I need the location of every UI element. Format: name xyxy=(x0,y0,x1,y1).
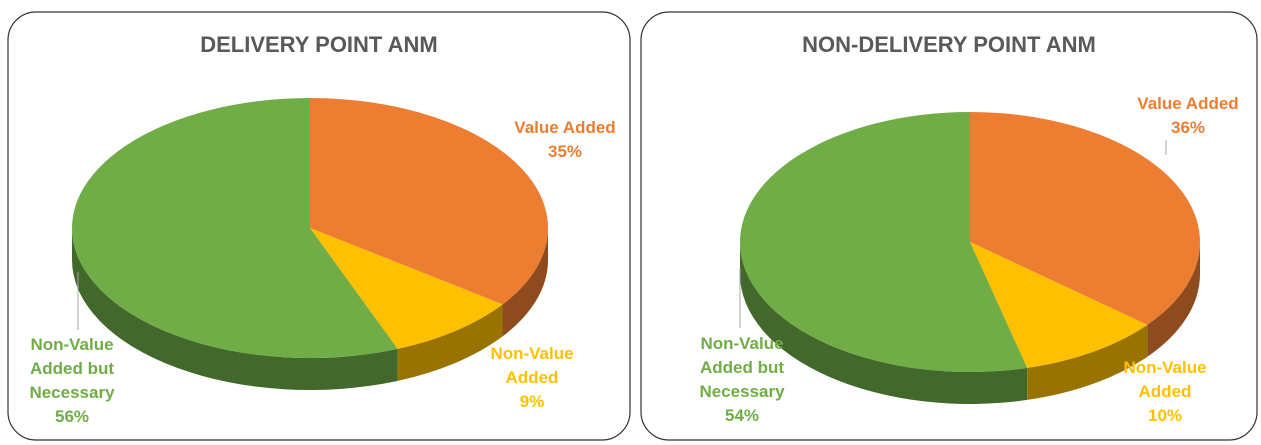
slice-value-label: 54% xyxy=(724,406,760,425)
slice xyxy=(72,98,398,358)
slice xyxy=(310,228,503,349)
slice-label: Non-Value Added but Necessary xyxy=(699,334,785,401)
slice-label: Non-Value Added xyxy=(490,344,574,387)
slice-value-label: 35% xyxy=(547,142,583,161)
slice xyxy=(970,112,1200,325)
slice-side xyxy=(397,304,503,381)
slice-label: Value Added xyxy=(1137,94,1239,113)
slice-side xyxy=(1027,324,1148,400)
slice-value-label: 10% xyxy=(1147,406,1183,425)
slice-value-label: 36% xyxy=(1170,118,1206,137)
slice-side xyxy=(72,228,398,390)
slice-side xyxy=(502,228,548,337)
slice xyxy=(739,112,1028,372)
slice-side xyxy=(1147,242,1200,357)
slice xyxy=(970,242,1148,368)
chart-title: NON-DELIVERY POINT ANM xyxy=(802,32,1096,57)
slice-label: Value Added xyxy=(514,118,616,137)
slice-side xyxy=(740,242,1028,404)
slice xyxy=(310,98,548,305)
slice-label: Non-Value Added xyxy=(1123,358,1207,401)
chart-title: DELIVERY POINT ANM xyxy=(200,32,438,57)
slice-label: Non-Value Added but Necessary xyxy=(29,335,115,402)
slice-value-label: 56% xyxy=(54,407,90,426)
slice-value-label: 9% xyxy=(519,392,545,411)
